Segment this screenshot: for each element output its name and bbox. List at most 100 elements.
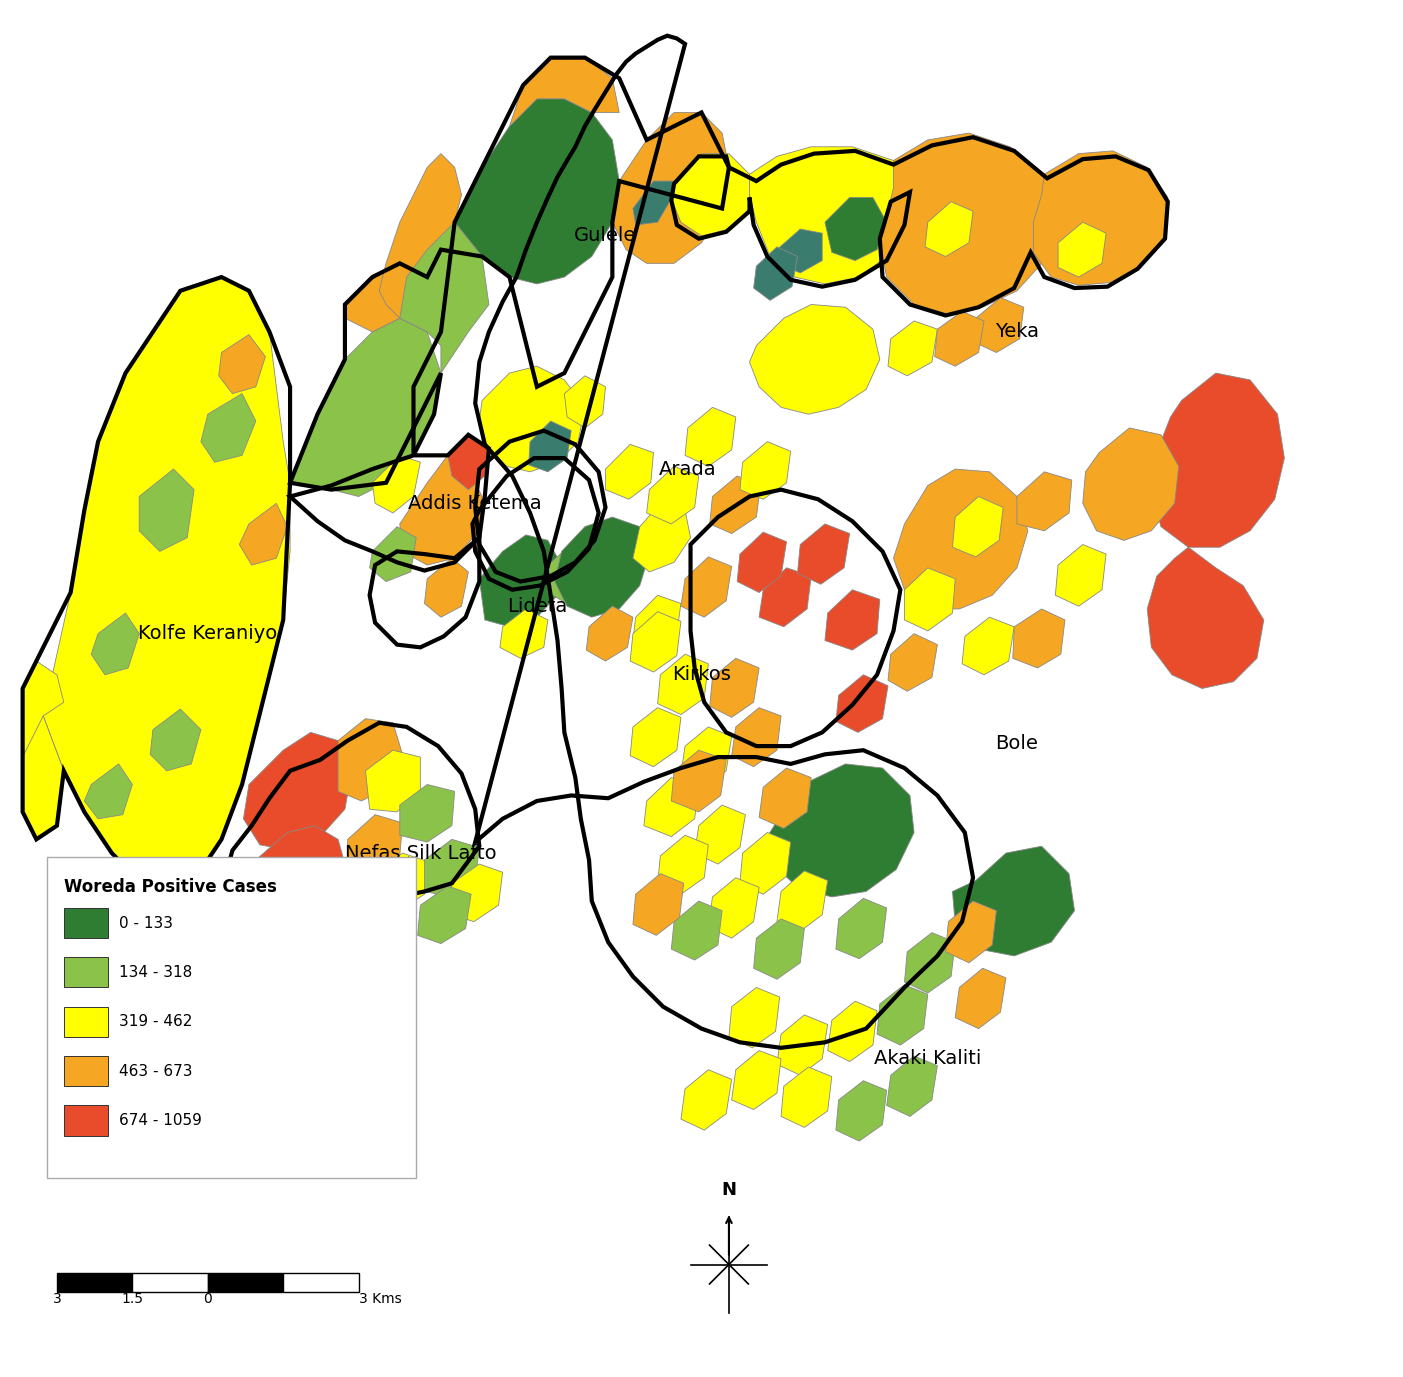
Polygon shape xyxy=(325,907,379,967)
Polygon shape xyxy=(612,113,730,263)
Text: Kolfe Keraniyo: Kolfe Keraniyo xyxy=(137,624,278,643)
Polygon shape xyxy=(84,764,132,819)
Polygon shape xyxy=(955,968,1006,1029)
Polygon shape xyxy=(606,445,654,500)
Polygon shape xyxy=(633,595,680,650)
Polygon shape xyxy=(777,229,822,273)
Bar xyxy=(58,1272,132,1292)
Polygon shape xyxy=(680,556,732,617)
Bar xyxy=(63,1106,108,1136)
Polygon shape xyxy=(448,435,488,490)
Polygon shape xyxy=(946,901,996,963)
Polygon shape xyxy=(425,840,480,896)
Polygon shape xyxy=(400,456,483,565)
Polygon shape xyxy=(1083,428,1179,540)
Polygon shape xyxy=(836,1081,887,1142)
Polygon shape xyxy=(373,854,427,910)
Polygon shape xyxy=(753,246,797,300)
Polygon shape xyxy=(480,366,585,472)
Polygon shape xyxy=(564,376,606,428)
Text: 0 - 133: 0 - 133 xyxy=(119,916,173,931)
Polygon shape xyxy=(739,833,791,894)
Polygon shape xyxy=(658,654,709,715)
Polygon shape xyxy=(781,1067,832,1128)
Polygon shape xyxy=(338,719,403,801)
FancyBboxPatch shape xyxy=(48,858,417,1179)
Text: Yeka: Yeka xyxy=(995,322,1040,341)
Polygon shape xyxy=(710,476,760,533)
Polygon shape xyxy=(633,873,683,935)
Text: 463 - 673: 463 - 673 xyxy=(119,1063,192,1078)
Text: Addis Ketema: Addis Ketema xyxy=(408,494,542,512)
Polygon shape xyxy=(671,154,749,235)
Polygon shape xyxy=(22,661,63,757)
Polygon shape xyxy=(749,304,880,414)
Polygon shape xyxy=(685,408,735,467)
Polygon shape xyxy=(737,532,787,592)
Polygon shape xyxy=(953,497,1003,556)
Polygon shape xyxy=(647,467,699,523)
Polygon shape xyxy=(1055,544,1106,606)
Text: Arada: Arada xyxy=(659,460,717,479)
Text: Woreda Positive Cases: Woreda Positive Cases xyxy=(63,877,276,896)
Polygon shape xyxy=(671,901,723,960)
Polygon shape xyxy=(633,180,673,224)
Polygon shape xyxy=(934,311,984,366)
Polygon shape xyxy=(1152,373,1284,547)
Polygon shape xyxy=(767,764,915,896)
Polygon shape xyxy=(877,985,927,1045)
Text: N: N xyxy=(721,1180,737,1198)
Polygon shape xyxy=(43,277,290,894)
Polygon shape xyxy=(680,727,732,788)
Text: Gulele: Gulele xyxy=(574,226,637,245)
Text: 319 - 462: 319 - 462 xyxy=(119,1015,192,1029)
Bar xyxy=(63,1056,108,1086)
Polygon shape xyxy=(976,297,1024,353)
Text: 674 - 1059: 674 - 1059 xyxy=(119,1113,202,1128)
Text: 3 Kms: 3 Kms xyxy=(359,1292,401,1305)
Polygon shape xyxy=(759,567,811,627)
Polygon shape xyxy=(290,318,441,497)
Polygon shape xyxy=(400,785,455,843)
Polygon shape xyxy=(680,1070,732,1131)
Polygon shape xyxy=(529,421,571,472)
Polygon shape xyxy=(759,768,811,829)
Polygon shape xyxy=(732,1051,781,1110)
Polygon shape xyxy=(709,877,759,938)
Polygon shape xyxy=(671,750,727,812)
Polygon shape xyxy=(888,321,937,376)
Text: Kirkos: Kirkos xyxy=(672,665,731,684)
Polygon shape xyxy=(905,567,955,631)
Polygon shape xyxy=(240,504,288,565)
Polygon shape xyxy=(797,523,850,584)
Polygon shape xyxy=(1017,472,1072,530)
Polygon shape xyxy=(739,442,791,500)
Polygon shape xyxy=(1034,151,1167,285)
Text: 134 - 318: 134 - 318 xyxy=(119,965,192,980)
Polygon shape xyxy=(499,609,549,658)
Polygon shape xyxy=(732,708,781,767)
Polygon shape xyxy=(449,863,502,921)
Polygon shape xyxy=(139,470,194,551)
Polygon shape xyxy=(418,885,471,943)
Polygon shape xyxy=(455,99,619,284)
Text: 3: 3 xyxy=(52,1292,62,1305)
Polygon shape xyxy=(279,921,334,979)
Polygon shape xyxy=(91,613,139,675)
Polygon shape xyxy=(925,201,974,256)
Bar xyxy=(63,1007,108,1037)
Polygon shape xyxy=(630,611,680,672)
Polygon shape xyxy=(150,709,201,771)
Polygon shape xyxy=(224,826,348,946)
Polygon shape xyxy=(633,504,690,571)
Polygon shape xyxy=(825,589,880,650)
Polygon shape xyxy=(777,1015,828,1075)
Polygon shape xyxy=(836,675,888,733)
Polygon shape xyxy=(348,815,403,873)
Polygon shape xyxy=(549,544,589,602)
Text: Nefas Silk Lafto: Nefas Silk Lafto xyxy=(345,844,497,862)
Bar xyxy=(208,1272,283,1292)
Polygon shape xyxy=(345,263,441,332)
Polygon shape xyxy=(201,394,255,463)
Polygon shape xyxy=(777,870,828,931)
